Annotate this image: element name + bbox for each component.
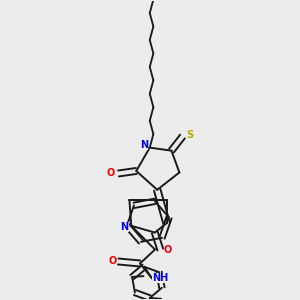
Text: S: S <box>186 130 194 140</box>
Text: O: O <box>108 256 116 266</box>
Text: N: N <box>121 222 129 232</box>
Text: O: O <box>107 169 115 178</box>
Text: N: N <box>140 140 148 150</box>
Text: NH: NH <box>152 273 169 284</box>
Text: O: O <box>164 244 172 255</box>
